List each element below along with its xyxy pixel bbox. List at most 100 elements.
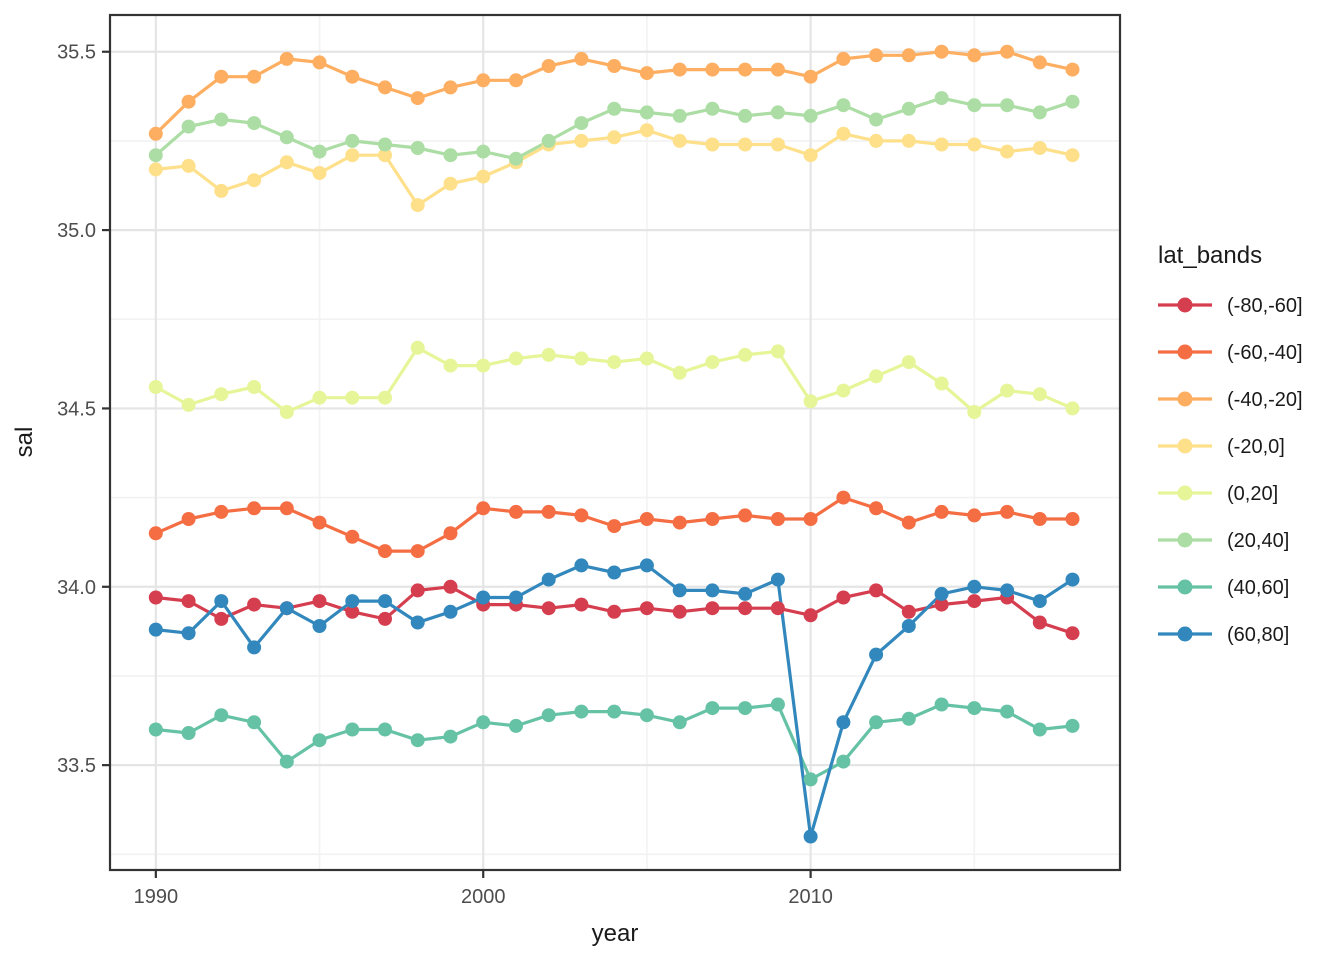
data-point <box>1032 55 1047 70</box>
data-point <box>247 715 262 730</box>
data-point <box>279 754 294 769</box>
panel-border <box>108 13 1122 872</box>
data-point <box>934 91 949 106</box>
legend-item: (-80,-60] <box>1158 295 1303 317</box>
data-point <box>345 604 360 619</box>
data-point <box>836 754 851 769</box>
data-point <box>181 626 196 641</box>
data-point <box>1032 722 1047 737</box>
data-point <box>639 512 654 526</box>
data-point <box>1065 94 1080 109</box>
data-point <box>378 544 392 559</box>
data-point <box>869 647 884 662</box>
data-point <box>901 619 916 633</box>
data-point <box>378 611 392 626</box>
data-point <box>934 44 949 59</box>
data-point <box>705 601 720 616</box>
data-point <box>901 133 916 148</box>
series-points <box>148 44 1080 844</box>
data-point <box>770 572 785 587</box>
data-point <box>1000 383 1015 398</box>
data-point <box>345 594 360 609</box>
data-point <box>869 48 884 63</box>
data-point <box>345 148 360 163</box>
data-point <box>181 594 196 609</box>
data-point <box>345 69 360 84</box>
data-point <box>214 708 229 723</box>
data-point <box>1065 512 1080 526</box>
data-point <box>509 151 523 166</box>
data-point <box>803 512 818 526</box>
data-point <box>410 544 425 559</box>
data-point <box>476 73 491 88</box>
data-point <box>639 123 654 138</box>
data-point <box>1000 144 1015 159</box>
data-point <box>345 390 360 405</box>
data-point <box>901 604 916 619</box>
data-point <box>410 733 425 748</box>
data-point <box>312 166 327 180</box>
data-point <box>378 722 392 737</box>
data-point <box>869 369 884 384</box>
legend-key-point <box>1177 485 1193 501</box>
data-point <box>476 169 491 184</box>
data-point <box>181 512 196 526</box>
data-point <box>803 108 818 123</box>
data-point <box>476 144 491 159</box>
data-point <box>247 501 262 516</box>
data-point <box>607 565 622 580</box>
data-point <box>410 340 425 355</box>
data-point <box>181 726 196 740</box>
data-point <box>738 601 753 616</box>
data-point <box>1032 105 1047 120</box>
data-point <box>607 59 622 73</box>
data-point <box>934 597 949 612</box>
data-point <box>279 601 294 616</box>
data-point <box>672 515 687 530</box>
data-point <box>836 590 851 605</box>
x-axis-title: year <box>592 920 639 947</box>
data-point <box>770 601 785 616</box>
data-point <box>279 130 294 145</box>
data-point <box>443 604 458 619</box>
legend-key-point <box>1177 344 1193 360</box>
data-point <box>672 604 687 619</box>
data-point <box>607 704 622 719</box>
data-point <box>705 62 720 77</box>
legend-item: (40,60] <box>1158 577 1289 599</box>
legend-item: (60,80] <box>1158 624 1289 646</box>
data-point <box>541 708 556 723</box>
data-point <box>148 126 163 141</box>
legend-label: (40,60] <box>1227 577 1289 599</box>
data-point <box>312 733 327 748</box>
data-point <box>901 355 916 370</box>
y-tick-label: 34.0 <box>57 577 96 599</box>
data-point <box>148 590 163 605</box>
data-point <box>607 101 622 116</box>
data-point <box>574 597 589 612</box>
data-point <box>476 590 491 605</box>
data-point <box>836 490 851 505</box>
data-point <box>639 708 654 723</box>
data-point <box>541 504 556 519</box>
data-point <box>901 515 916 530</box>
data-point <box>901 711 916 726</box>
data-point <box>967 137 982 152</box>
legend-key-point <box>1177 532 1193 548</box>
data-point <box>672 108 687 123</box>
data-point <box>770 62 785 77</box>
data-point <box>509 504 523 519</box>
legend-item: (0,20] <box>1158 483 1278 505</box>
data-point <box>607 355 622 370</box>
data-point <box>1032 594 1047 609</box>
data-point <box>1000 704 1015 719</box>
data-point <box>1000 504 1015 519</box>
data-point <box>803 394 818 409</box>
data-point <box>574 508 589 523</box>
data-point <box>443 729 458 744</box>
data-point <box>214 387 229 402</box>
data-point <box>770 512 785 526</box>
data-point <box>378 80 392 95</box>
data-point <box>574 558 589 573</box>
